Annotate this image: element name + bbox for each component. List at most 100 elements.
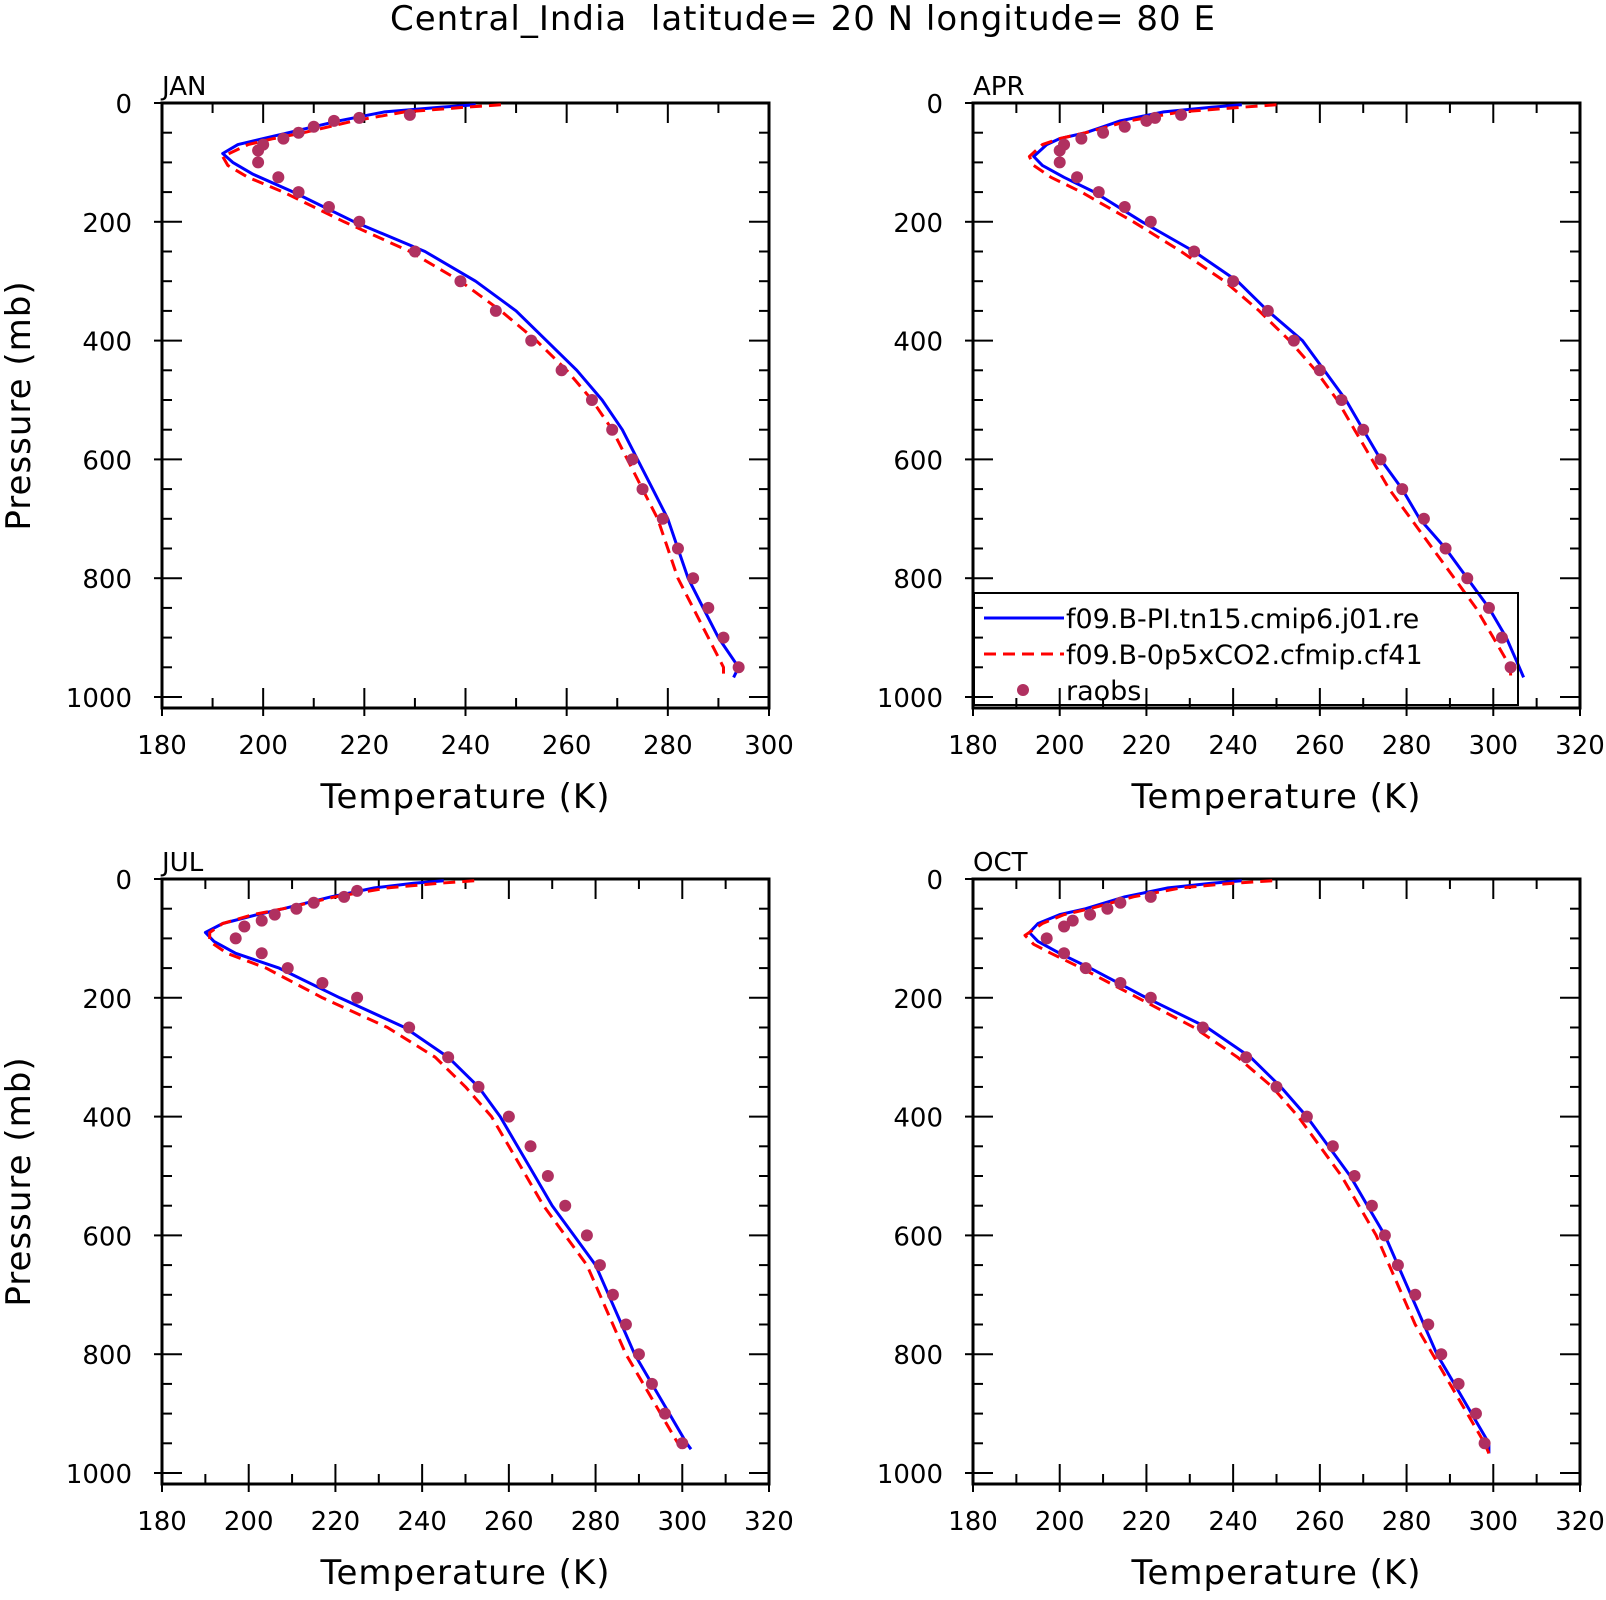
x-axis-title: Temperature (K) xyxy=(1130,777,1421,817)
legend-box xyxy=(973,592,1519,706)
x-tick-label: 200 xyxy=(1035,1507,1085,1537)
raobs-point xyxy=(252,156,265,169)
raobs-point xyxy=(351,884,364,897)
raobs-point xyxy=(338,890,351,903)
series-line-0p5xco2 xyxy=(208,879,684,1451)
raobs-point xyxy=(1452,1377,1465,1390)
raobs-point xyxy=(541,1170,554,1182)
x-tick-label: 220 xyxy=(1122,1507,1172,1537)
plot-frame xyxy=(971,877,1582,1486)
raobs-point xyxy=(1144,215,1157,228)
raobs-point xyxy=(606,423,619,436)
x-tick-label: 300 xyxy=(657,1507,707,1537)
x-tick-label: 240 xyxy=(397,1507,447,1537)
y-tick-label: 0 xyxy=(926,866,943,896)
raobs-point xyxy=(1469,1407,1482,1420)
plot-area xyxy=(1027,103,1525,678)
y-tick-label: 400 xyxy=(82,328,132,358)
raobs-point xyxy=(626,453,639,466)
raobs-point xyxy=(1079,962,1092,975)
raobs-point xyxy=(1196,1021,1209,1034)
raobs-point xyxy=(1300,1110,1313,1123)
raobs-point xyxy=(1092,186,1105,199)
y-tick-label: 600 xyxy=(893,446,943,476)
raobs-point xyxy=(1482,601,1495,614)
plot-area xyxy=(221,103,745,679)
raobs-point xyxy=(351,991,364,1004)
y-tick-label: 800 xyxy=(893,565,943,595)
x-tick-label: 240 xyxy=(1208,1507,1258,1537)
raobs-point xyxy=(1118,120,1131,133)
raobs-point xyxy=(1261,304,1274,317)
raobs-point xyxy=(1335,394,1348,406)
raobs-point xyxy=(676,1437,689,1450)
raobs-point xyxy=(1066,914,1079,927)
raobs-point xyxy=(408,245,421,258)
y-tick-label: 1000 xyxy=(877,1460,943,1490)
x-tick-label: 320 xyxy=(1555,731,1605,761)
raobs-point xyxy=(702,601,715,614)
raobs-point xyxy=(1144,991,1157,1004)
raobs-point xyxy=(292,186,305,199)
x-tick-label: 280 xyxy=(1382,731,1432,761)
plot-area xyxy=(203,879,693,1451)
panel-label: APR xyxy=(973,72,1025,102)
raobs-point xyxy=(593,1259,606,1272)
raobs-point xyxy=(255,947,268,960)
raobs-point xyxy=(732,661,745,674)
series-line-pi xyxy=(1032,103,1525,678)
raobs-point xyxy=(1188,245,1201,258)
raobs-point xyxy=(1348,1170,1361,1182)
raobs-point xyxy=(585,394,598,406)
y-tick-label: 400 xyxy=(893,328,943,358)
raobs-point xyxy=(555,364,568,377)
raobs-point xyxy=(1071,171,1084,184)
raobs-point xyxy=(1374,453,1387,466)
series-line-pi xyxy=(203,879,693,1451)
x-tick-label: 260 xyxy=(542,731,592,761)
y-tick-label: 200 xyxy=(82,985,132,1015)
raobs-point xyxy=(322,200,335,213)
raobs-point xyxy=(636,483,649,496)
y-tick-label: 0 xyxy=(115,866,132,896)
raobs-point xyxy=(671,542,684,555)
raobs-point xyxy=(1140,114,1153,127)
raobs-point xyxy=(292,126,305,139)
x-tick-label: 180 xyxy=(137,1507,187,1537)
raobs-point xyxy=(606,1288,619,1301)
raobs-point xyxy=(353,215,366,228)
x-axis-title: Temperature (K) xyxy=(319,777,610,817)
raobs-point xyxy=(307,120,320,133)
raobs-point xyxy=(442,1051,455,1064)
raobs-point xyxy=(1118,200,1131,213)
series-line-pi xyxy=(1027,879,1491,1454)
x-tick-label: 220 xyxy=(1122,731,1172,761)
series-line-pi xyxy=(221,103,741,679)
raobs-point xyxy=(268,908,281,921)
raobs-point xyxy=(1084,908,1097,921)
raobs-point xyxy=(1495,631,1508,644)
raobs-point xyxy=(687,572,700,585)
x-tick-label: 220 xyxy=(311,1507,361,1537)
raobs-point xyxy=(489,304,502,317)
raobs-point xyxy=(619,1318,632,1331)
x-axis-title: Temperature (K) xyxy=(319,1553,610,1593)
raobs-point xyxy=(229,932,242,945)
raobs-point xyxy=(307,896,320,909)
raobs-point xyxy=(1240,1051,1253,1064)
raobs-point xyxy=(1101,902,1114,915)
raobs-point xyxy=(1478,1437,1491,1450)
plot-frame xyxy=(160,877,771,1486)
x-tick-label: 200 xyxy=(238,731,288,761)
raobs-point xyxy=(454,275,467,288)
x-tick-label: 260 xyxy=(1295,1507,1345,1537)
raobs-point xyxy=(658,1407,671,1420)
y-tick-label: 0 xyxy=(926,90,943,120)
raobs-point xyxy=(1439,542,1452,555)
raobs-point xyxy=(1058,947,1071,960)
raobs-point xyxy=(1435,1348,1448,1361)
raobs-point xyxy=(1075,132,1088,145)
figure-title: Central_India latitude= 20 N longitude= … xyxy=(390,0,1216,39)
plot-frame xyxy=(160,101,771,710)
